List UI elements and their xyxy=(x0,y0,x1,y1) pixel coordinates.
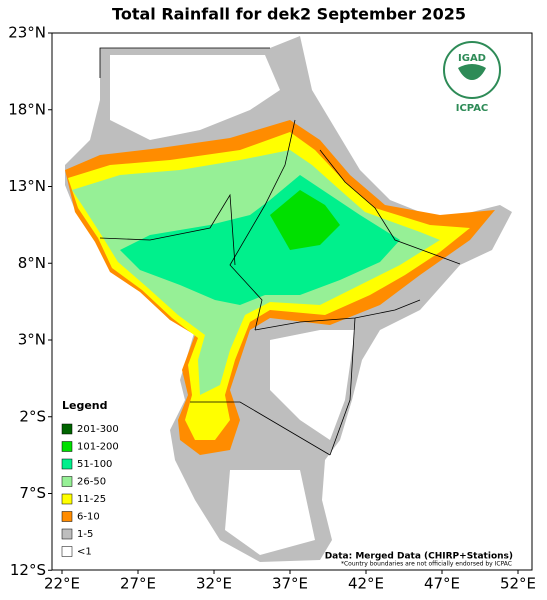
source: Data: Merged Data (CHIRP+Stations) xyxy=(325,552,513,562)
x-tick-label: 27°E xyxy=(120,575,156,593)
legend-label: <1 xyxy=(77,547,92,558)
x-tick-label: 37°E xyxy=(272,575,308,593)
legend-label: 11-25 xyxy=(77,494,106,505)
legend-swatch xyxy=(61,493,73,505)
country-borders xyxy=(99,47,461,456)
x-tick-label: 42°E xyxy=(348,575,384,593)
legend-swatch xyxy=(61,511,73,522)
y-tick-label: 8°N xyxy=(18,254,46,272)
legend-swatch xyxy=(61,476,73,487)
legend-swatch xyxy=(61,441,73,452)
legend: 201-300 101-200 51-100 26-50 11-25 6-10 1-5 <1 xyxy=(61,423,119,558)
legend-label: 51-100 xyxy=(77,459,112,470)
legend-label: 201-300 xyxy=(77,424,119,435)
logo: IGAD ICPAC xyxy=(443,41,501,114)
disclaimer: *Country boundaries are not officially e… xyxy=(341,561,512,568)
legend-label: 26-50 xyxy=(77,477,106,488)
y-tick-label: 2°S xyxy=(19,407,46,425)
legend-label: 1-5 xyxy=(77,529,93,540)
y-tick-label: 12°S xyxy=(10,561,46,579)
legend-title: Legend xyxy=(62,399,108,412)
legend-swatch xyxy=(61,546,73,557)
legend-swatch xyxy=(61,528,73,540)
legend-swatch xyxy=(61,423,73,435)
x-tick-label: 32°E xyxy=(196,575,232,593)
logo-caption: ICPAC xyxy=(456,103,489,114)
rainfall-layer xyxy=(65,36,512,562)
x-tick-label: 52°E xyxy=(500,575,536,593)
x-tick-label: 22°E xyxy=(44,575,80,593)
y-tick-label: 18°N xyxy=(8,100,46,118)
axis-ticks: 23°N 18°N 13°N 8°N 3°N 2°S 7°S 12°S22°E 27°E 32°E… xyxy=(8,24,536,593)
legend-swatch xyxy=(61,458,73,470)
y-tick-label: 3°N xyxy=(18,331,46,349)
x-tick-label: 47°E xyxy=(424,575,460,593)
y-tick-label: 13°N xyxy=(8,177,46,195)
legend-label: 6-10 xyxy=(77,512,100,523)
logo-text: IGAD xyxy=(458,53,486,64)
y-tick-label: 7°S xyxy=(19,484,46,502)
map-title: Total Rainfall for dek2 September 2025 xyxy=(112,5,466,24)
y-tick-label: 23°N xyxy=(8,24,46,42)
legend-label: 101-200 xyxy=(77,442,119,453)
